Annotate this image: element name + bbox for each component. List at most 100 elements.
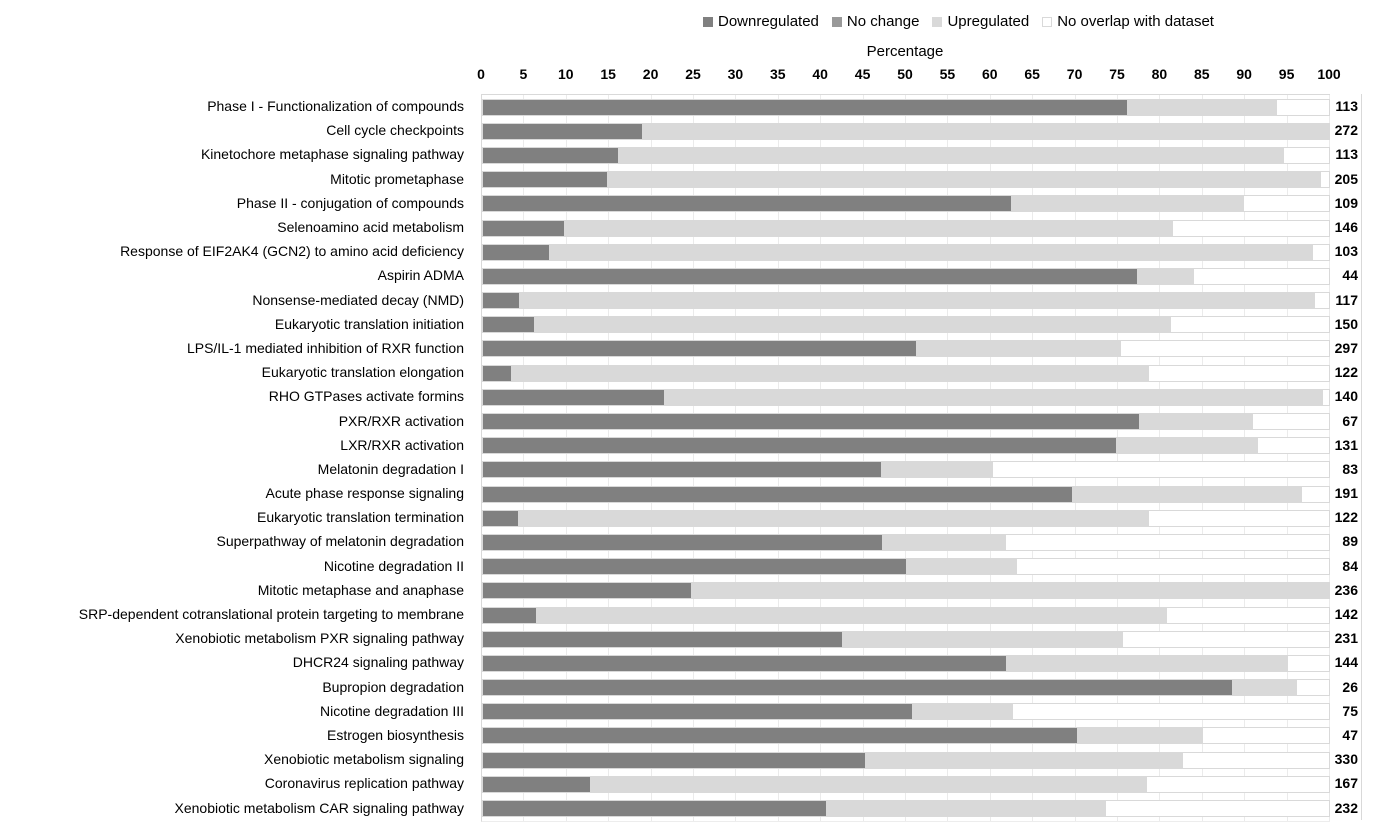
bar-row [482, 168, 1330, 192]
stacked-bar [482, 195, 1330, 213]
x-tick-80: 80 [1151, 66, 1168, 82]
category-label: Selenoamino acid metabolism [277, 219, 464, 236]
count-label: 330 [1334, 751, 1358, 768]
x-tick-50: 50 [897, 66, 913, 82]
gridline-30 [735, 95, 737, 821]
count-label: 109 [1334, 194, 1358, 211]
x-tick-40: 40 [812, 66, 828, 82]
count-label: 205 [1334, 170, 1358, 187]
gridline-85 [1201, 95, 1203, 821]
legend-swatch-downregulated [703, 16, 713, 27]
count-label: 144 [1334, 654, 1358, 671]
category-label: SRP-dependent cotranslational protein ta… [78, 606, 464, 623]
segment-downregulated [483, 438, 1116, 454]
bar-row [482, 458, 1330, 482]
bar-row [482, 748, 1330, 772]
segment-downregulated [483, 99, 1127, 115]
x-tick-10: 10 [558, 66, 574, 82]
segment-upregulated [1231, 680, 1297, 696]
stacked-bar [482, 219, 1330, 237]
x-tick-70: 70 [1066, 66, 1083, 82]
segment-upregulated [1005, 655, 1288, 671]
count-label: 83 [1342, 460, 1358, 477]
category-label: Xenobiotic metabolism CAR signaling path… [174, 799, 464, 816]
segment-upregulated [916, 341, 1121, 357]
segment-upregulated [548, 244, 1313, 260]
segment-upregulated [691, 583, 1329, 599]
gridline-80 [1159, 95, 1161, 821]
gridline-75 [1117, 95, 1118, 821]
segment-upregulated [642, 123, 1329, 139]
segment-upregulated [1076, 728, 1203, 744]
x-tick-30: 30 [727, 66, 744, 82]
bar-row [482, 143, 1330, 167]
bar-row [482, 119, 1330, 143]
count-label: 117 [1335, 291, 1358, 308]
count-label: 122 [1334, 509, 1358, 526]
bar-row [482, 676, 1330, 700]
count-label: 232 [1334, 799, 1358, 816]
segment-downregulated [483, 776, 590, 792]
gridline-50 [905, 95, 906, 821]
x-tick-25: 25 [685, 66, 701, 82]
segment-downregulated [483, 704, 912, 720]
gridline-20 [650, 95, 652, 821]
bar-row [482, 579, 1330, 603]
segment-downregulated [483, 607, 537, 623]
segment-downregulated [483, 341, 917, 357]
gridline-35 [777, 95, 779, 821]
bar-row [482, 603, 1330, 627]
x-tick-15: 15 [600, 66, 616, 82]
category-label: Cell cycle checkpoints [326, 122, 464, 139]
segment-upregulated [841, 631, 1124, 647]
bar-row [482, 651, 1330, 675]
x-tick-60: 60 [982, 66, 998, 82]
x-tick-0: 0 [477, 66, 485, 82]
count-label: 146 [1334, 219, 1358, 236]
legend-swatch-no-overlap [1042, 16, 1053, 27]
bar-row [482, 385, 1330, 409]
x-tick-65: 65 [1024, 66, 1040, 82]
count-label: 44 [1342, 267, 1358, 284]
segment-upregulated [1126, 99, 1277, 115]
stacked-bar [482, 485, 1330, 503]
segment-downregulated [483, 365, 511, 381]
count-label: 84 [1342, 557, 1358, 574]
bar-row [482, 555, 1330, 579]
category-label: Melatonin degradation I [317, 460, 464, 477]
legend-swatch-upregulated [932, 16, 943, 27]
count-label: 131 [1334, 436, 1358, 453]
segment-upregulated [865, 752, 1184, 768]
category-label: Mitotic metaphase and anaphase [257, 581, 464, 598]
x-tick-75: 75 [1109, 66, 1125, 82]
count-label: 113 [1335, 98, 1358, 115]
category-label: Nicotine degradation II [323, 557, 464, 574]
segment-downregulated [483, 534, 883, 550]
segment-downregulated [483, 317, 534, 333]
count-label: 89 [1342, 533, 1358, 550]
category-label: Phase II - conjugation of compounds [236, 194, 464, 211]
gridline-15 [608, 95, 610, 821]
x-axis-ticks: 0 5 10 15 20 25 30 35 40 45 50 55 60 65 70 75 80 85 90 95 10… [477, 66, 1341, 86]
category-label: Nicotine degradation III [320, 702, 464, 719]
count-label: 272 [1334, 122, 1358, 139]
count-label: 122 [1334, 364, 1358, 381]
segment-upregulated [589, 776, 1148, 792]
gridline-95 [1286, 95, 1288, 821]
category-label: LXR/RXR activation [340, 436, 464, 453]
category-label: Xenobiotic metabolism signaling [264, 751, 464, 768]
count-label: 26 [1342, 678, 1358, 695]
stacked-bar [482, 582, 1330, 600]
segment-downregulated [483, 172, 607, 188]
segment-downregulated [483, 510, 518, 526]
stacked-bar [482, 292, 1330, 310]
segment-downregulated [483, 293, 520, 309]
count-column: 113 272 113 205 109 146 103 44 117 150 297 122 140 67… [1330, 94, 1358, 820]
segment-downregulated [483, 414, 1140, 430]
stacked-bar [482, 800, 1330, 818]
count-label: 297 [1334, 339, 1358, 356]
stacked-bar [482, 533, 1330, 551]
segment-upregulated [617, 147, 1285, 163]
stacked-bar [482, 509, 1330, 527]
